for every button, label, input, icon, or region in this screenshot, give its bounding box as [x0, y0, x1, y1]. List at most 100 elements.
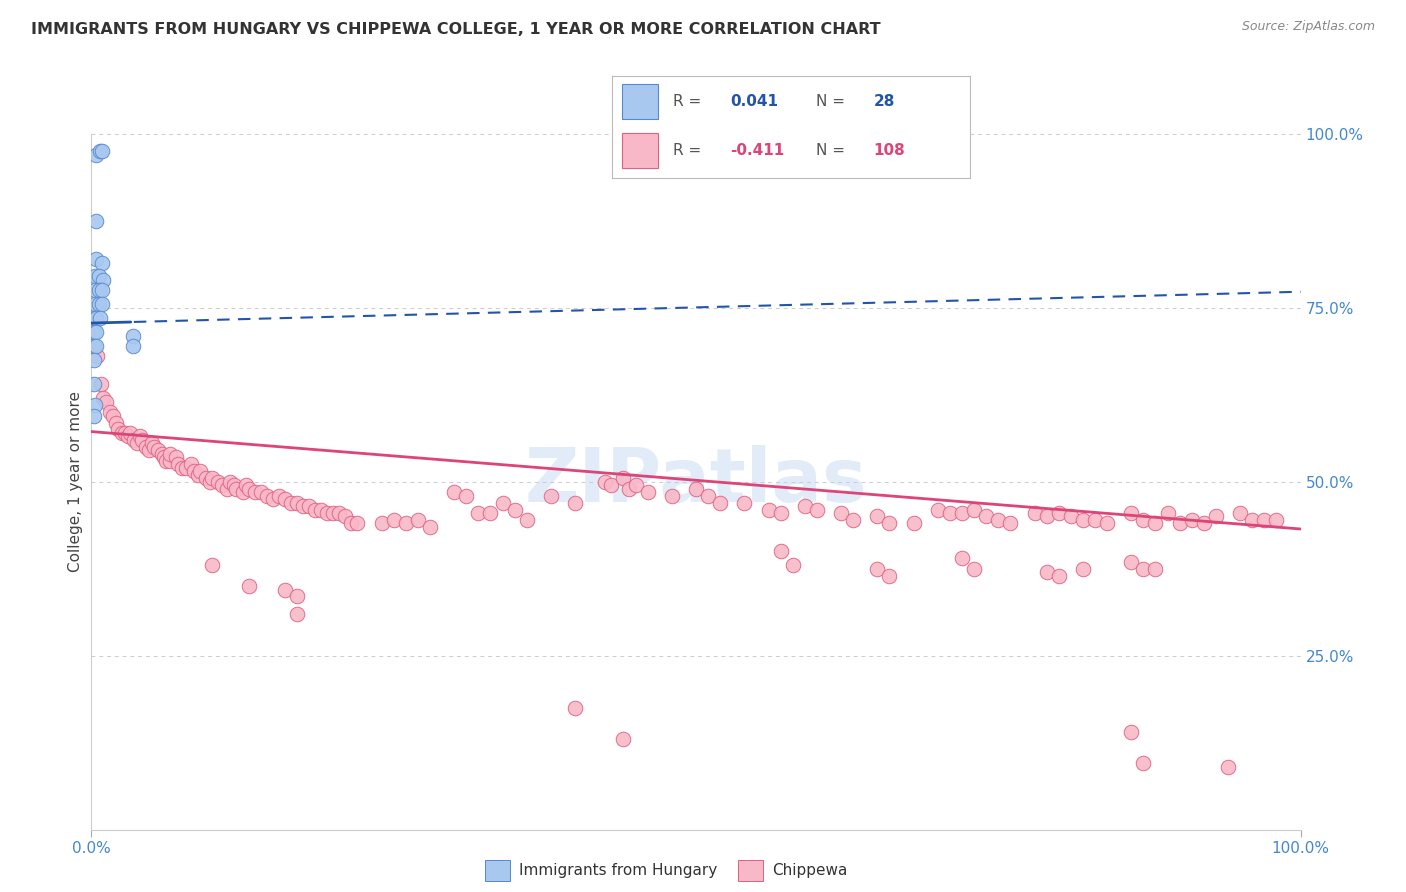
- Point: [87, 283, 110, 297]
- Point: [697, 489, 720, 503]
- Text: ZIPatlas: ZIPatlas: [524, 445, 868, 518]
- Point: [1181, 513, 1204, 527]
- Point: [84, 325, 107, 339]
- Point: [114, 425, 136, 440]
- Point: [370, 516, 392, 531]
- Point: [107, 423, 129, 437]
- Point: [262, 492, 284, 507]
- Point: [207, 475, 229, 489]
- Point: [866, 509, 889, 524]
- Point: [249, 485, 271, 500]
- Point: [309, 502, 332, 516]
- Point: [600, 478, 623, 492]
- Point: [188, 464, 211, 478]
- Point: [121, 339, 143, 353]
- Point: [84, 147, 107, 161]
- Point: [793, 499, 815, 513]
- Text: N =: N =: [815, 144, 849, 158]
- Point: [1084, 513, 1107, 527]
- Point: [89, 311, 111, 326]
- Point: [84, 269, 107, 284]
- Point: [879, 568, 901, 582]
- Point: [285, 590, 308, 604]
- Text: 108: 108: [873, 144, 905, 158]
- Point: [153, 450, 176, 465]
- Point: [84, 297, 107, 311]
- Point: [101, 409, 124, 423]
- Point: [346, 516, 368, 531]
- Point: [733, 495, 755, 509]
- Point: [225, 482, 247, 496]
- Point: [84, 311, 107, 326]
- Point: [593, 475, 616, 489]
- Point: [395, 516, 418, 531]
- Point: [87, 297, 110, 311]
- Point: [131, 433, 153, 447]
- Point: [89, 144, 111, 159]
- Point: [624, 478, 647, 492]
- Point: [285, 607, 308, 621]
- Point: [128, 429, 150, 443]
- Point: [84, 339, 107, 353]
- Point: [769, 506, 792, 520]
- Point: [963, 562, 986, 576]
- Point: [117, 429, 139, 443]
- Point: [256, 489, 278, 503]
- Point: [842, 513, 865, 527]
- Point: [1000, 516, 1022, 531]
- Point: [84, 283, 107, 297]
- Point: [219, 475, 242, 489]
- Point: [950, 506, 973, 520]
- Y-axis label: College, 1 year or more: College, 1 year or more: [67, 392, 83, 572]
- Point: [866, 562, 889, 576]
- Point: [619, 482, 641, 496]
- Text: Chippewa: Chippewa: [772, 863, 848, 878]
- Text: Immigrants from Hungary: Immigrants from Hungary: [519, 863, 717, 878]
- Point: [104, 416, 127, 430]
- Point: [1229, 506, 1251, 520]
- Text: R =: R =: [672, 95, 706, 110]
- Point: [974, 509, 997, 524]
- Point: [83, 339, 105, 353]
- Text: 28: 28: [873, 95, 894, 110]
- Point: [419, 520, 441, 534]
- Point: [1060, 509, 1083, 524]
- Point: [769, 544, 792, 558]
- Point: [1168, 516, 1191, 531]
- Point: [167, 457, 190, 471]
- Point: [138, 443, 160, 458]
- Point: [709, 495, 731, 509]
- Point: [612, 471, 634, 485]
- Point: [491, 495, 513, 509]
- Point: [1241, 513, 1264, 527]
- Point: [1156, 506, 1178, 520]
- Point: [1205, 509, 1227, 524]
- Text: Source: ZipAtlas.com: Source: ZipAtlas.com: [1241, 20, 1375, 33]
- Point: [382, 513, 405, 527]
- Point: [939, 506, 962, 520]
- Point: [222, 478, 245, 492]
- Point: [198, 475, 221, 489]
- Point: [467, 506, 489, 520]
- Point: [83, 409, 105, 423]
- Point: [903, 516, 925, 531]
- Point: [1121, 506, 1143, 520]
- Point: [274, 582, 297, 597]
- Point: [211, 478, 233, 492]
- Point: [172, 460, 194, 475]
- Point: [141, 436, 163, 450]
- Point: [298, 499, 321, 513]
- Point: [1071, 513, 1094, 527]
- Point: [1024, 506, 1046, 520]
- Point: [135, 440, 157, 454]
- Point: [231, 485, 253, 500]
- Point: [406, 513, 429, 527]
- Point: [93, 273, 115, 287]
- Point: [91, 297, 114, 311]
- Point: [215, 482, 238, 496]
- Point: [456, 489, 478, 503]
- Point: [84, 213, 107, 227]
- Point: [1035, 509, 1057, 524]
- Point: [1095, 516, 1118, 531]
- Point: [187, 467, 209, 482]
